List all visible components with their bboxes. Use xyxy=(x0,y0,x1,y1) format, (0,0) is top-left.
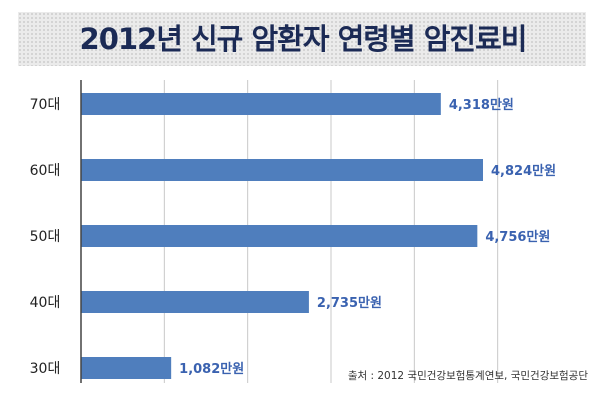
category-label-3: 40대 xyxy=(30,295,61,311)
value-label-0: 4,318만원 xyxy=(449,97,514,113)
bar-3 xyxy=(81,291,309,313)
category-label-2: 50대 xyxy=(30,229,61,245)
value-label-4: 1,082만원 xyxy=(179,361,244,377)
bar-4 xyxy=(81,357,172,379)
value-label-1: 4,824만원 xyxy=(491,163,556,179)
value-labels: 4,318만원 4,824만원 4,756만원 2,735만원 1,082만원 xyxy=(179,97,556,377)
bar-2 xyxy=(81,225,478,247)
chart-title: 2012년 신규 암환자 연령별 암진료비 xyxy=(79,22,528,56)
bar-1 xyxy=(81,159,483,181)
bars xyxy=(81,93,483,379)
value-label-2: 4,756만원 xyxy=(485,229,550,245)
category-label-4: 30대 xyxy=(30,361,61,377)
title-band xyxy=(18,12,586,66)
source-note: 출처 : 2012 국민건강보험통계연보, 국민건강보험공단 xyxy=(347,370,588,382)
value-label-3: 2,735만원 xyxy=(317,295,382,311)
category-label-0: 70대 xyxy=(30,97,61,113)
bar-0 xyxy=(81,93,441,115)
category-labels: 70대 60대 50대 40대 30대 xyxy=(30,97,61,377)
category-label-1: 60대 xyxy=(30,163,61,179)
